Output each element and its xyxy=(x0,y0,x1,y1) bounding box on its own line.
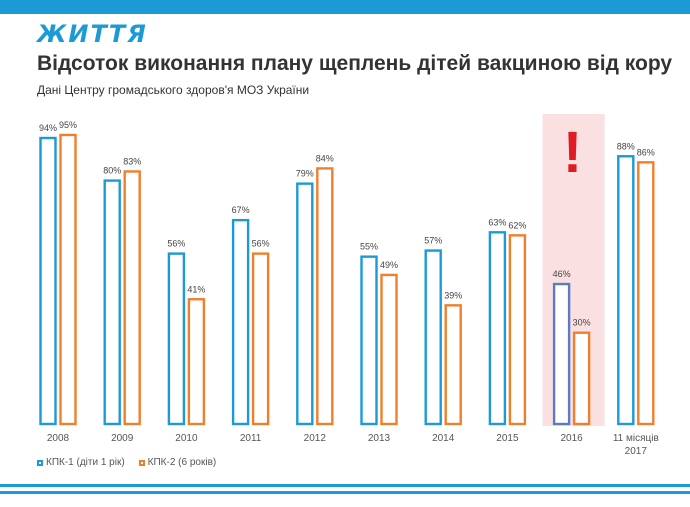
bar-kpk1-2011 xyxy=(231,218,250,426)
bar-kpk2-2014 xyxy=(444,304,462,426)
bar-kpk1-2009 xyxy=(103,179,121,426)
bar-kpk1-2012 xyxy=(296,182,314,426)
x-tick-label: 2016 xyxy=(560,433,583,444)
x-tick-label: 2017 xyxy=(625,446,648,457)
data-label: 56% xyxy=(252,239,270,249)
x-tick-label: 2014 xyxy=(432,433,455,444)
chart-subtitle: Дані Центру громадського здоров'я МОЗ Ук… xyxy=(37,83,310,97)
legend-item-kpk2: КПК-2 (6 років) xyxy=(138,457,217,468)
data-label: 63% xyxy=(488,217,506,227)
bar-kpk1-2015 xyxy=(488,231,507,426)
data-label: 84% xyxy=(316,153,334,163)
bar-kpk2-2012 xyxy=(316,167,334,426)
data-label: 94% xyxy=(39,123,57,133)
x-tick-label: 2015 xyxy=(496,433,519,444)
bar-kpk2-2013 xyxy=(380,273,398,426)
x-tick-label: 2012 xyxy=(304,433,327,444)
legend-item-kpk1: КПК-1 (діти 1 рік) xyxy=(37,457,125,468)
logo: ЖИТТЯ xyxy=(37,20,148,48)
bar-kpk1-11-місяців-2017 xyxy=(617,155,635,426)
bar-kpk2-2010 xyxy=(187,298,206,426)
x-tick-label: 2009 xyxy=(111,433,134,444)
data-label: 62% xyxy=(508,220,526,230)
alert-annotation: ! xyxy=(563,120,582,185)
data-label: 55% xyxy=(360,242,378,252)
data-label: 95% xyxy=(59,120,77,130)
legend-label-kpk1: КПК-1 (діти 1 рік) xyxy=(46,457,125,468)
x-tick-label: 2010 xyxy=(175,433,198,444)
data-label: 30% xyxy=(573,318,591,328)
data-label: 39% xyxy=(444,290,462,300)
bar-kpk2-2009 xyxy=(123,170,141,426)
bar-kpk2-2008 xyxy=(59,133,77,426)
bar-kpk1-2014 xyxy=(424,249,442,426)
bar-kpk2-2015 xyxy=(508,234,527,426)
bar-kpk1-2016 xyxy=(552,282,571,426)
data-label: 79% xyxy=(296,169,314,179)
data-label: 41% xyxy=(187,284,205,294)
footer-divider xyxy=(0,491,690,494)
data-label: 88% xyxy=(617,141,635,151)
bar-kpk2-2016 xyxy=(572,331,591,426)
data-label: 67% xyxy=(232,205,250,215)
x-tick-label: 2008 xyxy=(47,433,70,444)
bar-kpk1-2013 xyxy=(360,255,378,426)
bar-kpk1-2008 xyxy=(39,136,57,426)
chart-legend: КПК-1 (діти 1 рік) КПК-2 (6 років) xyxy=(37,457,216,468)
data-label: 49% xyxy=(380,260,398,270)
legend-swatch-kpk1 xyxy=(37,459,43,466)
bar-kpk1-2010 xyxy=(167,252,186,426)
data-label: 46% xyxy=(553,269,571,279)
chart-title: Відсоток виконання плану щеплень дітей в… xyxy=(37,52,673,75)
data-label: 86% xyxy=(637,147,655,157)
x-tick-label: 11 місяців xyxy=(613,433,659,444)
data-label: 57% xyxy=(424,236,442,246)
top-bar xyxy=(0,0,690,14)
bar-kpk2-11-місяців-2017 xyxy=(637,161,655,426)
legend-label-kpk2: КПК-2 (6 років) xyxy=(147,457,217,468)
data-label: 83% xyxy=(123,156,141,166)
x-tick-label: 2013 xyxy=(368,433,391,444)
data-label: 56% xyxy=(167,239,185,249)
bar-kpk2-2011 xyxy=(251,252,270,426)
legend-swatch-kpk2 xyxy=(138,459,145,466)
footer-divider xyxy=(0,484,690,487)
x-tick-label: 2011 xyxy=(240,433,262,444)
data-label: 80% xyxy=(103,166,121,176)
